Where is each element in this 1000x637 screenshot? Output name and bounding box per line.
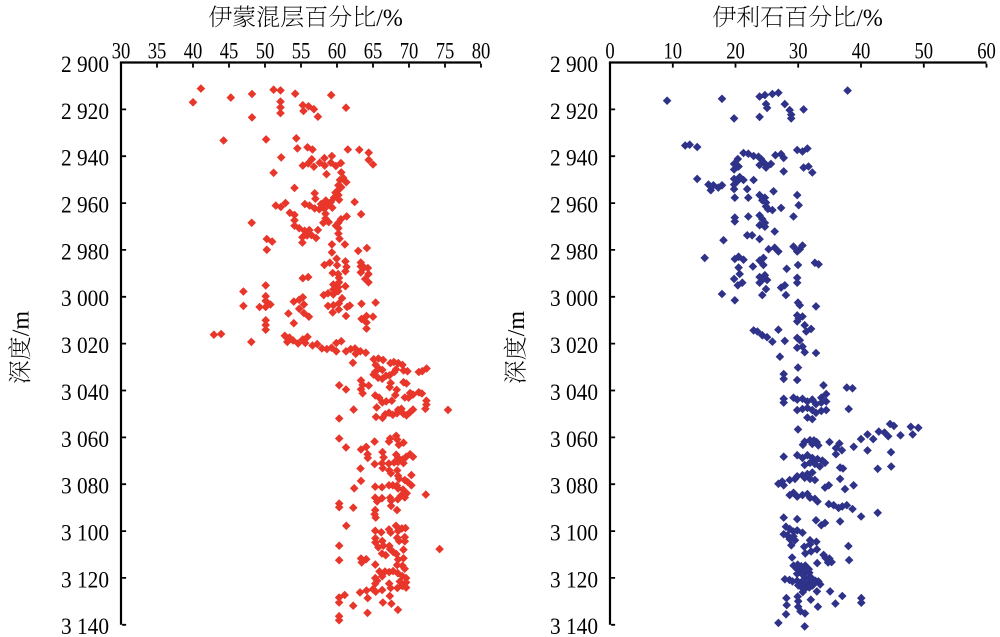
svg-text:3 060: 3 060 xyxy=(61,427,109,452)
svg-text:2 920: 2 920 xyxy=(61,99,109,124)
svg-text:30: 30 xyxy=(789,38,808,63)
svg-text:65: 65 xyxy=(364,38,383,63)
svg-text:35: 35 xyxy=(148,38,167,63)
svg-text:2 960: 2 960 xyxy=(550,193,598,218)
svg-text:3 120: 3 120 xyxy=(550,567,598,592)
svg-text:10: 10 xyxy=(664,38,683,63)
svg-text:2 920: 2 920 xyxy=(550,99,598,124)
svg-text:40: 40 xyxy=(184,38,203,63)
svg-text:60: 60 xyxy=(328,38,347,63)
svg-text:45: 45 xyxy=(220,38,239,63)
svg-text:30: 30 xyxy=(112,38,131,63)
svg-text:75: 75 xyxy=(436,38,455,63)
svg-text:2 940: 2 940 xyxy=(550,146,598,171)
svg-text:3 100: 3 100 xyxy=(61,521,109,546)
svg-text:2 980: 2 980 xyxy=(550,239,598,264)
svg-text:2 900: 2 900 xyxy=(61,52,109,77)
svg-text:3 040: 3 040 xyxy=(61,380,109,405)
svg-text:3 140: 3 140 xyxy=(61,614,109,637)
svg-text:70: 70 xyxy=(400,38,419,63)
svg-text:2 940: 2 940 xyxy=(61,146,109,171)
svg-text:3 080: 3 080 xyxy=(61,474,109,499)
svg-text:3 140: 3 140 xyxy=(550,614,598,637)
svg-text:3 100: 3 100 xyxy=(550,521,598,546)
svg-text:40: 40 xyxy=(852,38,871,63)
svg-text:2 960: 2 960 xyxy=(61,193,109,218)
svg-text:55: 55 xyxy=(292,38,311,63)
svg-text:50: 50 xyxy=(256,38,275,63)
svg-text:80: 80 xyxy=(472,38,491,63)
svg-text:3 020: 3 020 xyxy=(550,333,598,358)
svg-text:3 120: 3 120 xyxy=(61,567,109,592)
svg-text:3 060: 3 060 xyxy=(550,427,598,452)
svg-text:60: 60 xyxy=(977,38,996,63)
svg-text:3 000: 3 000 xyxy=(550,286,598,311)
svg-text:50: 50 xyxy=(915,38,934,63)
svg-text:3 040: 3 040 xyxy=(550,380,598,405)
svg-text:3 000: 3 000 xyxy=(61,286,109,311)
svg-text:0: 0 xyxy=(605,38,614,63)
svg-text:2 980: 2 980 xyxy=(61,239,109,264)
svg-text:3 020: 3 020 xyxy=(61,333,109,358)
svg-text:3 080: 3 080 xyxy=(550,474,598,499)
svg-text:2 900: 2 900 xyxy=(550,52,598,77)
svg-text:20: 20 xyxy=(726,38,745,63)
